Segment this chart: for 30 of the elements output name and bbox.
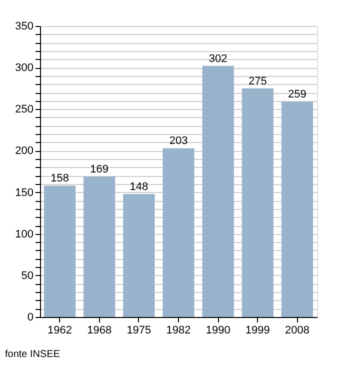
- bar: [123, 194, 155, 317]
- x-tick-label: 1999: [245, 324, 270, 336]
- y-tick-label: 50: [21, 270, 34, 282]
- bar: [84, 176, 116, 317]
- data-label: 148: [130, 180, 148, 193]
- y-tick-label: 250: [15, 104, 34, 116]
- bar: [44, 186, 76, 317]
- x-tick-label: 1990: [206, 324, 230, 336]
- x-tick-label: 1962: [48, 324, 72, 336]
- bar: [281, 102, 314, 317]
- data-label: 203: [169, 135, 188, 148]
- data-label: 259: [288, 88, 306, 101]
- data-label: 275: [248, 75, 267, 88]
- bar: [162, 148, 194, 317]
- x-tick-label: 1968: [87, 324, 112, 336]
- source-note: fonte INSEE: [5, 349, 60, 360]
- y-tick-label: 0: [27, 312, 34, 324]
- data-label: 169: [90, 163, 109, 176]
- y-tick-label: 150: [15, 186, 34, 199]
- x-tick-label: 1982: [166, 324, 191, 336]
- bar: [242, 88, 274, 317]
- data-label: 158: [50, 172, 69, 185]
- x-tick-label: 1975: [126, 324, 152, 336]
- y-tick-label: 100: [15, 228, 34, 240]
- y-tick-label: 350: [15, 20, 34, 32]
- data-label: 302: [208, 52, 228, 65]
- y-tick-label: 300: [15, 62, 34, 74]
- x-tick-label: 2008: [284, 324, 310, 336]
- bar: [202, 66, 234, 317]
- y-tick-label: 200: [15, 145, 34, 158]
